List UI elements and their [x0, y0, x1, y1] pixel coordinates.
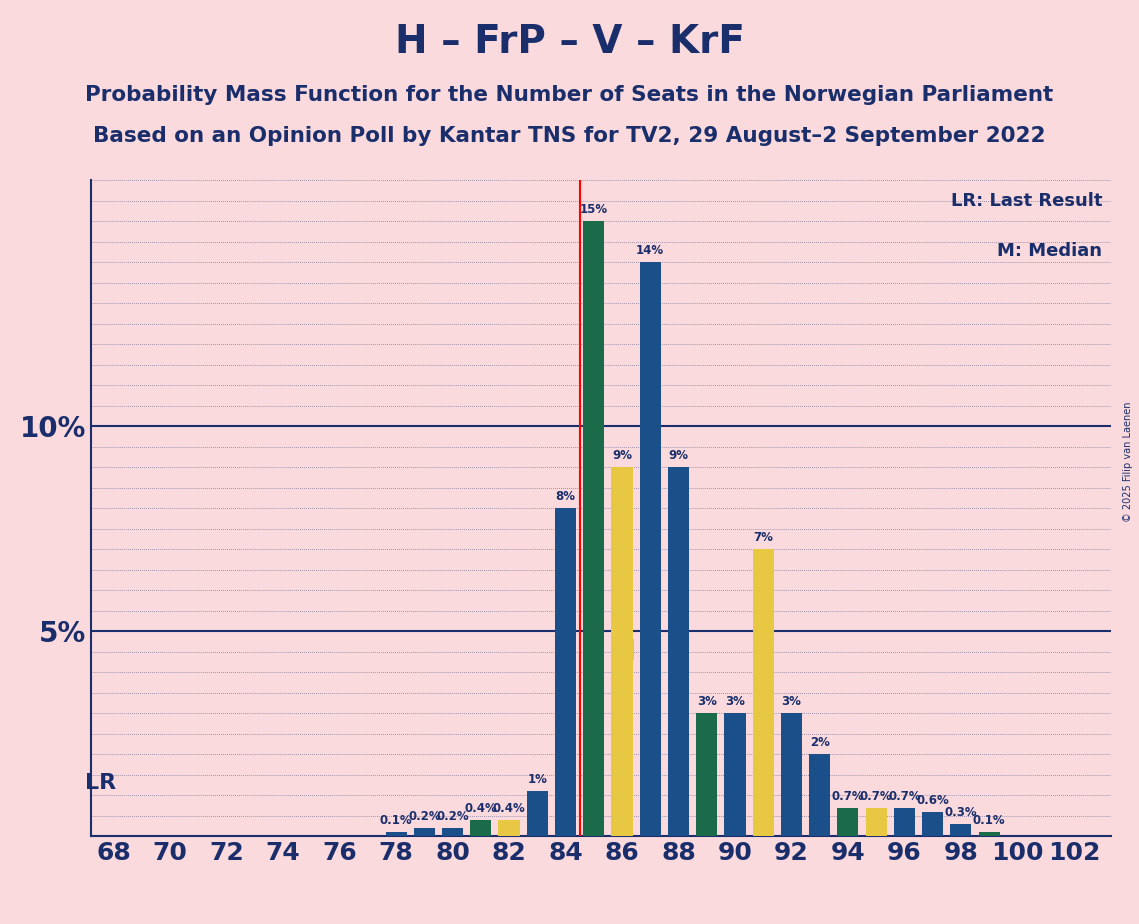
Bar — [781, 713, 802, 836]
Text: 14%: 14% — [637, 244, 664, 257]
Bar — [555, 508, 576, 836]
Text: Based on an Opinion Poll by Kantar TNS for TV2, 29 August–2 September 2022: Based on an Opinion Poll by Kantar TNS f… — [93, 126, 1046, 146]
Bar — [950, 824, 972, 836]
Bar — [612, 468, 632, 836]
Bar — [724, 713, 746, 836]
Text: 3%: 3% — [697, 695, 716, 709]
Text: LR: LR — [85, 772, 116, 793]
Bar — [923, 811, 943, 836]
Bar — [499, 820, 519, 836]
Text: 3%: 3% — [781, 695, 802, 709]
Text: 0.1%: 0.1% — [379, 814, 412, 827]
Bar — [894, 808, 915, 836]
Bar — [470, 820, 491, 836]
Bar — [753, 549, 773, 836]
Text: 0.3%: 0.3% — [944, 806, 977, 819]
Text: 0.4%: 0.4% — [465, 802, 498, 815]
Text: 7%: 7% — [753, 531, 773, 544]
Text: 2%: 2% — [810, 736, 829, 749]
Text: 0.7%: 0.7% — [888, 790, 920, 803]
Bar — [526, 791, 548, 836]
Text: 0.7%: 0.7% — [860, 790, 893, 803]
Text: 9%: 9% — [669, 449, 688, 462]
Bar — [667, 468, 689, 836]
Text: 0.6%: 0.6% — [916, 794, 949, 807]
Text: 0.7%: 0.7% — [831, 790, 865, 803]
Bar — [442, 828, 464, 836]
Text: 0.2%: 0.2% — [408, 810, 441, 823]
Text: M: Median: M: Median — [997, 242, 1103, 260]
Bar — [696, 713, 718, 836]
Bar — [640, 262, 661, 836]
Text: Probability Mass Function for the Number of Seats in the Norwegian Parliament: Probability Mass Function for the Number… — [85, 85, 1054, 105]
Bar — [583, 221, 605, 836]
Text: 1%: 1% — [527, 773, 547, 786]
Text: 3%: 3% — [726, 695, 745, 709]
Bar — [809, 754, 830, 836]
Text: LR: Last Result: LR: Last Result — [951, 192, 1103, 211]
Text: 0.4%: 0.4% — [493, 802, 525, 815]
Bar — [837, 808, 859, 836]
Text: 9%: 9% — [612, 449, 632, 462]
Bar — [866, 808, 887, 836]
Bar — [978, 833, 1000, 836]
Text: 8%: 8% — [556, 491, 575, 504]
Text: 0.2%: 0.2% — [436, 810, 469, 823]
Bar — [413, 828, 435, 836]
Bar — [385, 833, 407, 836]
Text: 0.1%: 0.1% — [973, 814, 1006, 827]
Text: M: M — [608, 638, 636, 665]
Text: © 2025 Filip van Laenen: © 2025 Filip van Laenen — [1123, 402, 1132, 522]
Text: 15%: 15% — [580, 203, 608, 216]
Text: H – FrP – V – KrF: H – FrP – V – KrF — [394, 23, 745, 61]
